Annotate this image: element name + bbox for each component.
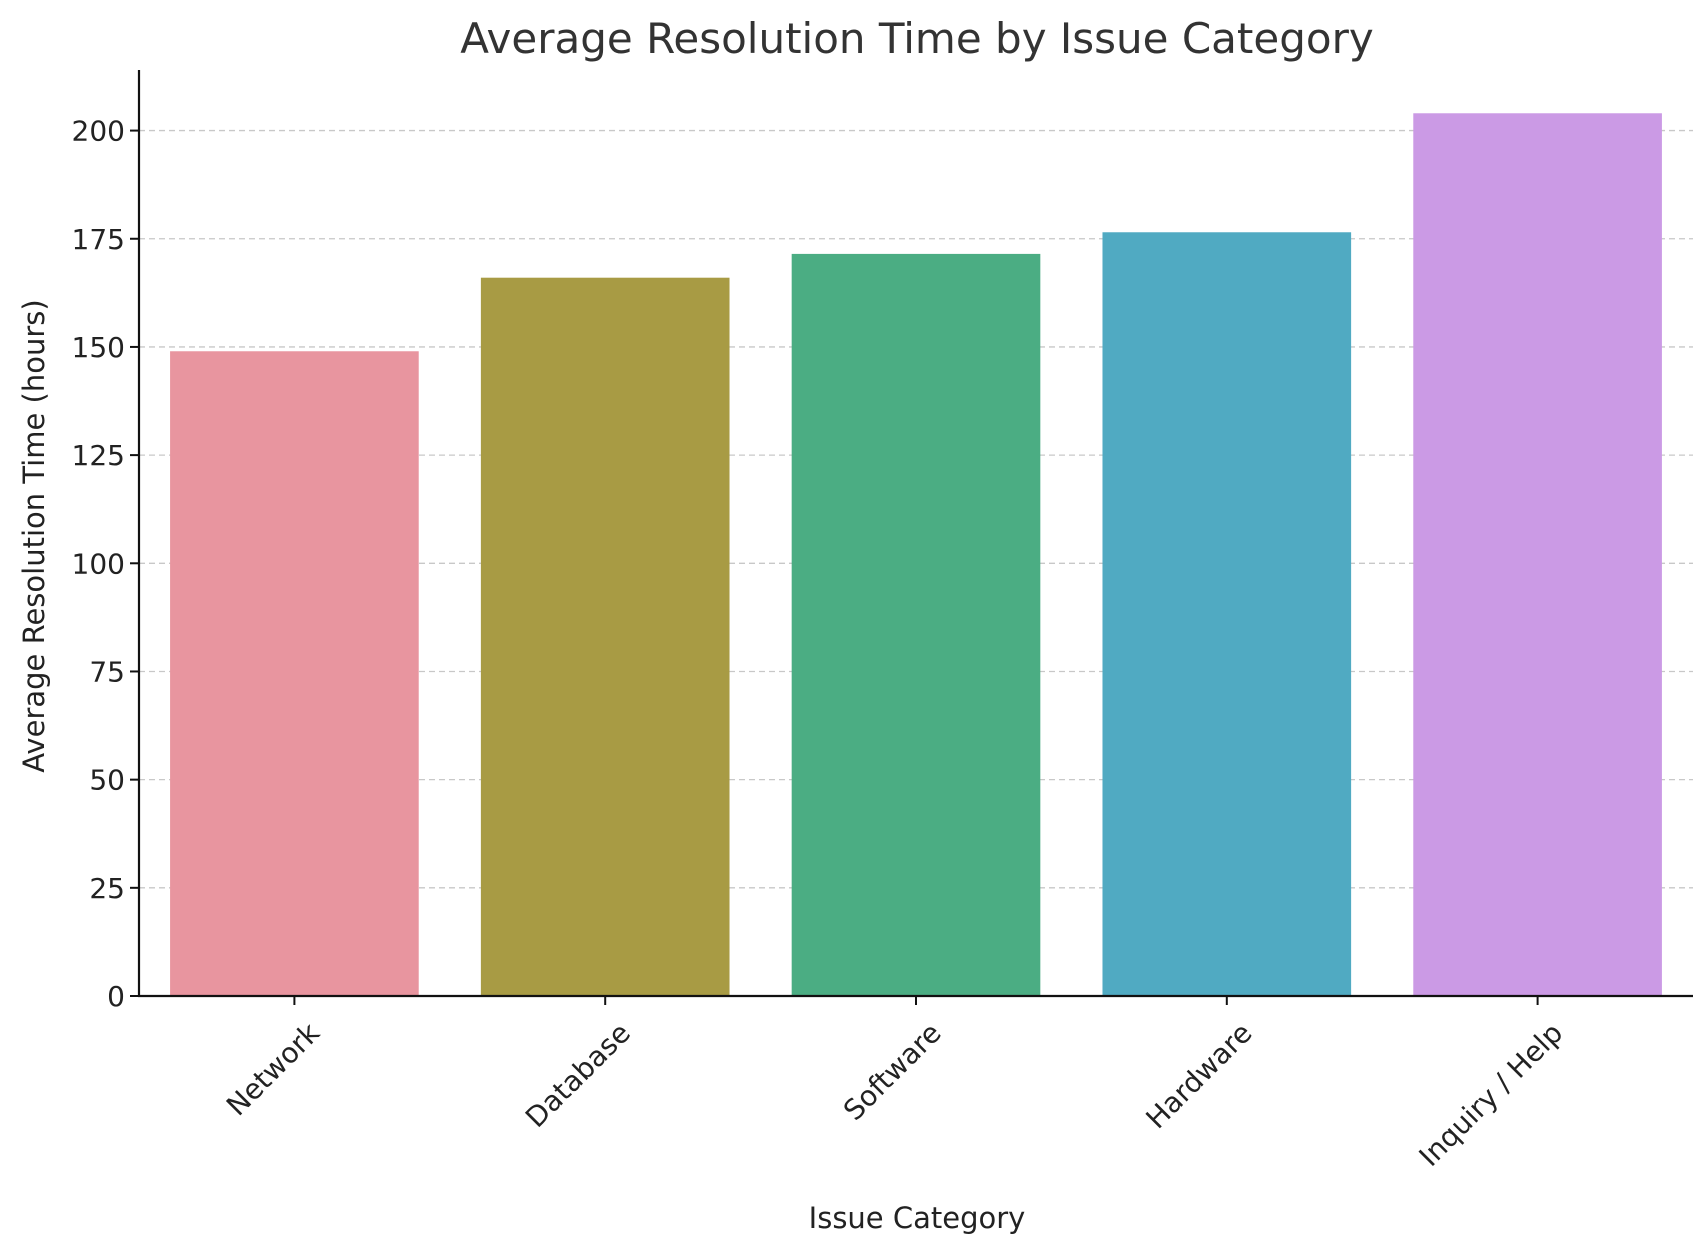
x-tick-label: Database: [519, 1016, 637, 1134]
x-axis-label: Issue Category: [809, 1201, 1026, 1235]
bar-database: [480, 277, 730, 996]
x-tick-label: Software: [837, 1016, 948, 1127]
chart-title: Average Resolution Time by Issue Categor…: [460, 14, 1373, 63]
x-tick-label: Hardware: [1140, 1016, 1259, 1135]
y-tick-label: 75: [89, 655, 125, 688]
y-tick-label: 50: [89, 764, 125, 797]
y-tick-label: 150: [72, 331, 125, 364]
y-tick-label: 0: [107, 980, 125, 1013]
y-tick-label: 25: [89, 872, 125, 905]
y-tick-label: 200: [72, 115, 125, 148]
y-tick-label: 125: [72, 439, 125, 472]
labels-layer: Average Resolution Time by Issue Categor…: [17, 14, 1374, 1235]
bar-network: [170, 351, 419, 996]
bar-software: [791, 253, 1041, 997]
bar-hardware: [1102, 232, 1352, 996]
bars-layer: [170, 113, 1662, 997]
bar-inquiry-help: [1413, 113, 1662, 997]
y-tick-label: 100: [72, 547, 125, 580]
y-tick-label: 175: [72, 223, 125, 256]
x-tick-label: Network: [220, 1016, 327, 1123]
y-axis-label: Average Resolution Time (hours): [17, 299, 51, 772]
x-tick-label: Inquiry / Help: [1413, 1016, 1570, 1173]
